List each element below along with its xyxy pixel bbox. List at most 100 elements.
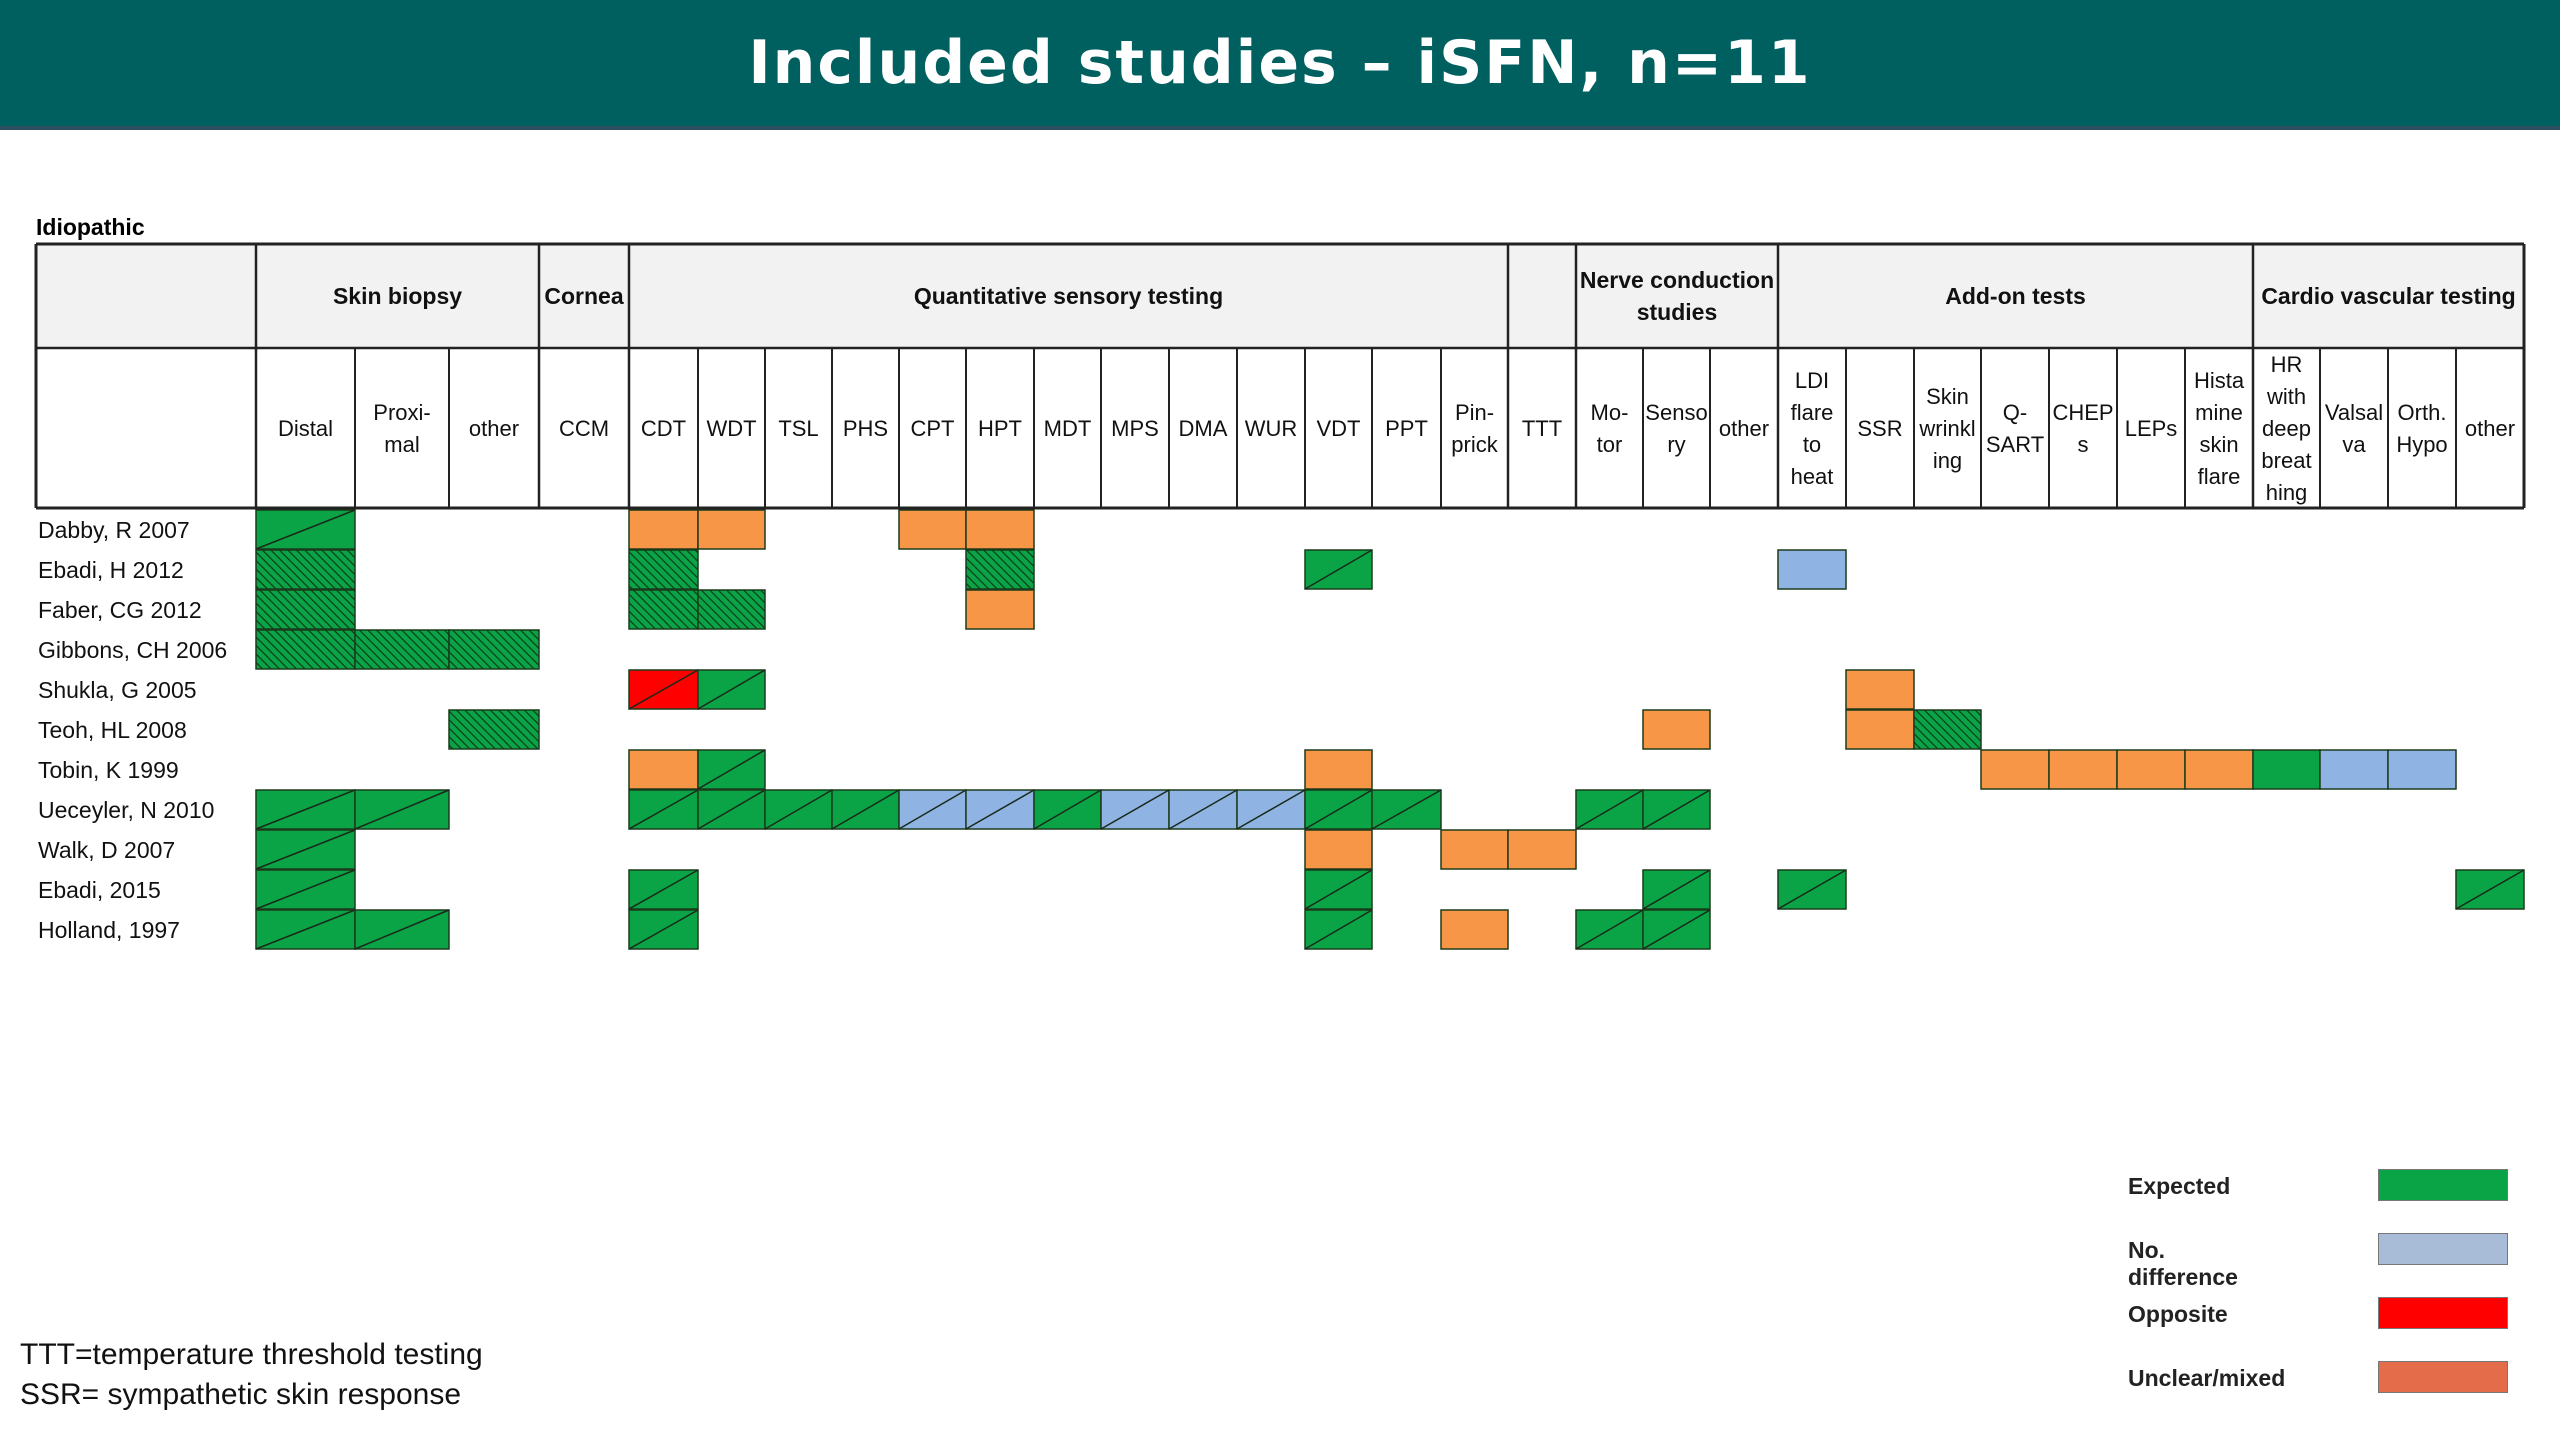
result-cell-expected (1913, 709, 1982, 750)
column-header-1: Proxi-mal (373, 400, 430, 457)
result-cell-unclear (1980, 749, 2050, 790)
legend-swatch-unclear (2378, 1361, 2508, 1393)
study-name: Ueceyler, N 2010 (38, 797, 214, 823)
cell-diagonal (2455, 869, 2525, 910)
cell-diagonal (354, 789, 450, 830)
study-name: Holland, 1997 (38, 917, 180, 943)
column-header-25: CHEP s (2052, 400, 2113, 457)
result-cell-unclear (965, 589, 1035, 630)
cell-diagonal (628, 669, 699, 710)
result-cell-unclear (1845, 709, 1915, 750)
column-header-27: Hista mine skin flare (2194, 368, 2245, 489)
result-cell-no_difference (2387, 749, 2457, 790)
cell-diagonal (697, 669, 766, 710)
cell-diagonal (354, 909, 450, 950)
cell-diagonal (255, 509, 356, 550)
cell-diagonal (1304, 909, 1373, 950)
footnotes: TTT=temperature threshold testing SSR= s… (20, 1335, 483, 1415)
result-cell-unclear (1304, 749, 1373, 790)
column-header-4: CDT (641, 416, 686, 441)
column-header-16: Pin-prick (1451, 400, 1498, 457)
result-cell-unclear (898, 509, 967, 550)
study-name: Teoh, HL 2008 (38, 717, 187, 743)
column-header-29: Valsal va (2325, 400, 2383, 457)
result-cell-expected (255, 549, 356, 590)
study-name: Dabby, R 2007 (38, 517, 190, 543)
cell-diagonal (628, 909, 699, 950)
study-name: Faber, CG 2012 (38, 597, 202, 623)
cell-diagonal (697, 789, 766, 830)
cell-diagonal (1642, 869, 1711, 910)
table-gridlines (34, 242, 2526, 510)
result-cell-unclear (965, 509, 1035, 550)
result-cell-no_difference (2319, 749, 2389, 790)
result-cell-unclear (1642, 709, 1711, 750)
cell-diagonal (628, 789, 699, 830)
cell-diagonal (1575, 909, 1644, 950)
result-cell-expected (354, 629, 450, 670)
column-header-11: MPS (1111, 416, 1159, 441)
cell-diagonal (255, 829, 356, 870)
result-cell-unclear (2048, 749, 2118, 790)
column-header-23: Skin wrinkl ing (1918, 384, 1975, 473)
cell-diagonal (1575, 789, 1644, 830)
column-header-31: other (2465, 416, 2515, 441)
result-cell-expected (255, 589, 356, 630)
footnote-ssr: SSR= sympathetic skin response (20, 1378, 462, 1411)
column-header-bg (36, 348, 2524, 508)
cell-diagonal (1236, 789, 1306, 830)
legend-label: Unclear/mixed (2128, 1365, 2286, 1391)
result-cell-expected (965, 549, 1035, 590)
cell-diagonal (1777, 869, 1847, 910)
study-name: Shukla, G 2005 (38, 677, 197, 703)
study-name: Ebadi, H 2012 (38, 557, 184, 583)
cell-diagonal (1100, 789, 1170, 830)
group-header-2: Quantitative sensory testing (914, 283, 1223, 309)
result-cell-unclear (1507, 829, 1577, 870)
group-header-bg (36, 244, 2524, 348)
studies-grid: Skin biopsy Cornea Quantitative sensory te… (34, 242, 2526, 950)
result-cell-unclear (628, 509, 699, 550)
cell-diagonal (1304, 549, 1373, 590)
cell-diagonal (255, 909, 356, 950)
study-name: Walk, D 2007 (38, 837, 175, 863)
result-cell-no_difference (1777, 549, 1847, 590)
result-cell-unclear (1304, 829, 1373, 870)
cell-diagonal (1642, 909, 1711, 950)
column-header-2: other (469, 416, 519, 441)
study-name: Ebadi, 2015 (38, 877, 161, 903)
result-cell-expected (628, 549, 699, 590)
group-header-1: Cornea (544, 283, 623, 309)
cell-diagonal (831, 789, 900, 830)
cell-diagonal (764, 789, 833, 830)
legend-swatch-opposite (2378, 1297, 2508, 1329)
page-title: Included studies – iSFN, n=11 (748, 28, 1812, 98)
result-cell-expected (2252, 749, 2321, 790)
column-header-24: Q-SART (1986, 400, 2044, 457)
column-header-6: TSL (778, 416, 818, 441)
column-header-18: Mo-tor (1591, 400, 1629, 457)
result-cell-expected (255, 629, 356, 670)
result-cell-unclear (2116, 749, 2186, 790)
column-header-15: PPT (1385, 416, 1428, 441)
table-labels: Skin biopsy Cornea Quantitative sensory te… (38, 267, 2516, 943)
column-header-9: HPT (978, 416, 1022, 441)
result-cell-unclear (1440, 829, 1509, 870)
column-header-22: SSR (1857, 416, 1902, 441)
cell-diagonal (1304, 789, 1373, 830)
result-cell-unclear (628, 749, 699, 790)
column-header-8: CPT (911, 416, 955, 441)
column-header-10: MDT (1044, 416, 1092, 441)
cell-diagonal (1371, 789, 1442, 830)
result-cell-expected (697, 589, 766, 630)
cell-diagonal (628, 869, 699, 910)
column-header-12: DMA (1179, 416, 1228, 441)
study-name: Tobin, K 1999 (38, 757, 179, 783)
legend-label: No. difference (2128, 1237, 2238, 1290)
result-cell-unclear (697, 509, 766, 550)
cell-diagonal (898, 789, 967, 830)
legend-swatch-expected (2378, 1169, 2508, 1201)
group-header-5: Add-on tests (1945, 283, 2086, 309)
footnote-ttt: TTT=temperature threshold testing (20, 1338, 483, 1371)
column-header-5: WDT (706, 416, 756, 441)
